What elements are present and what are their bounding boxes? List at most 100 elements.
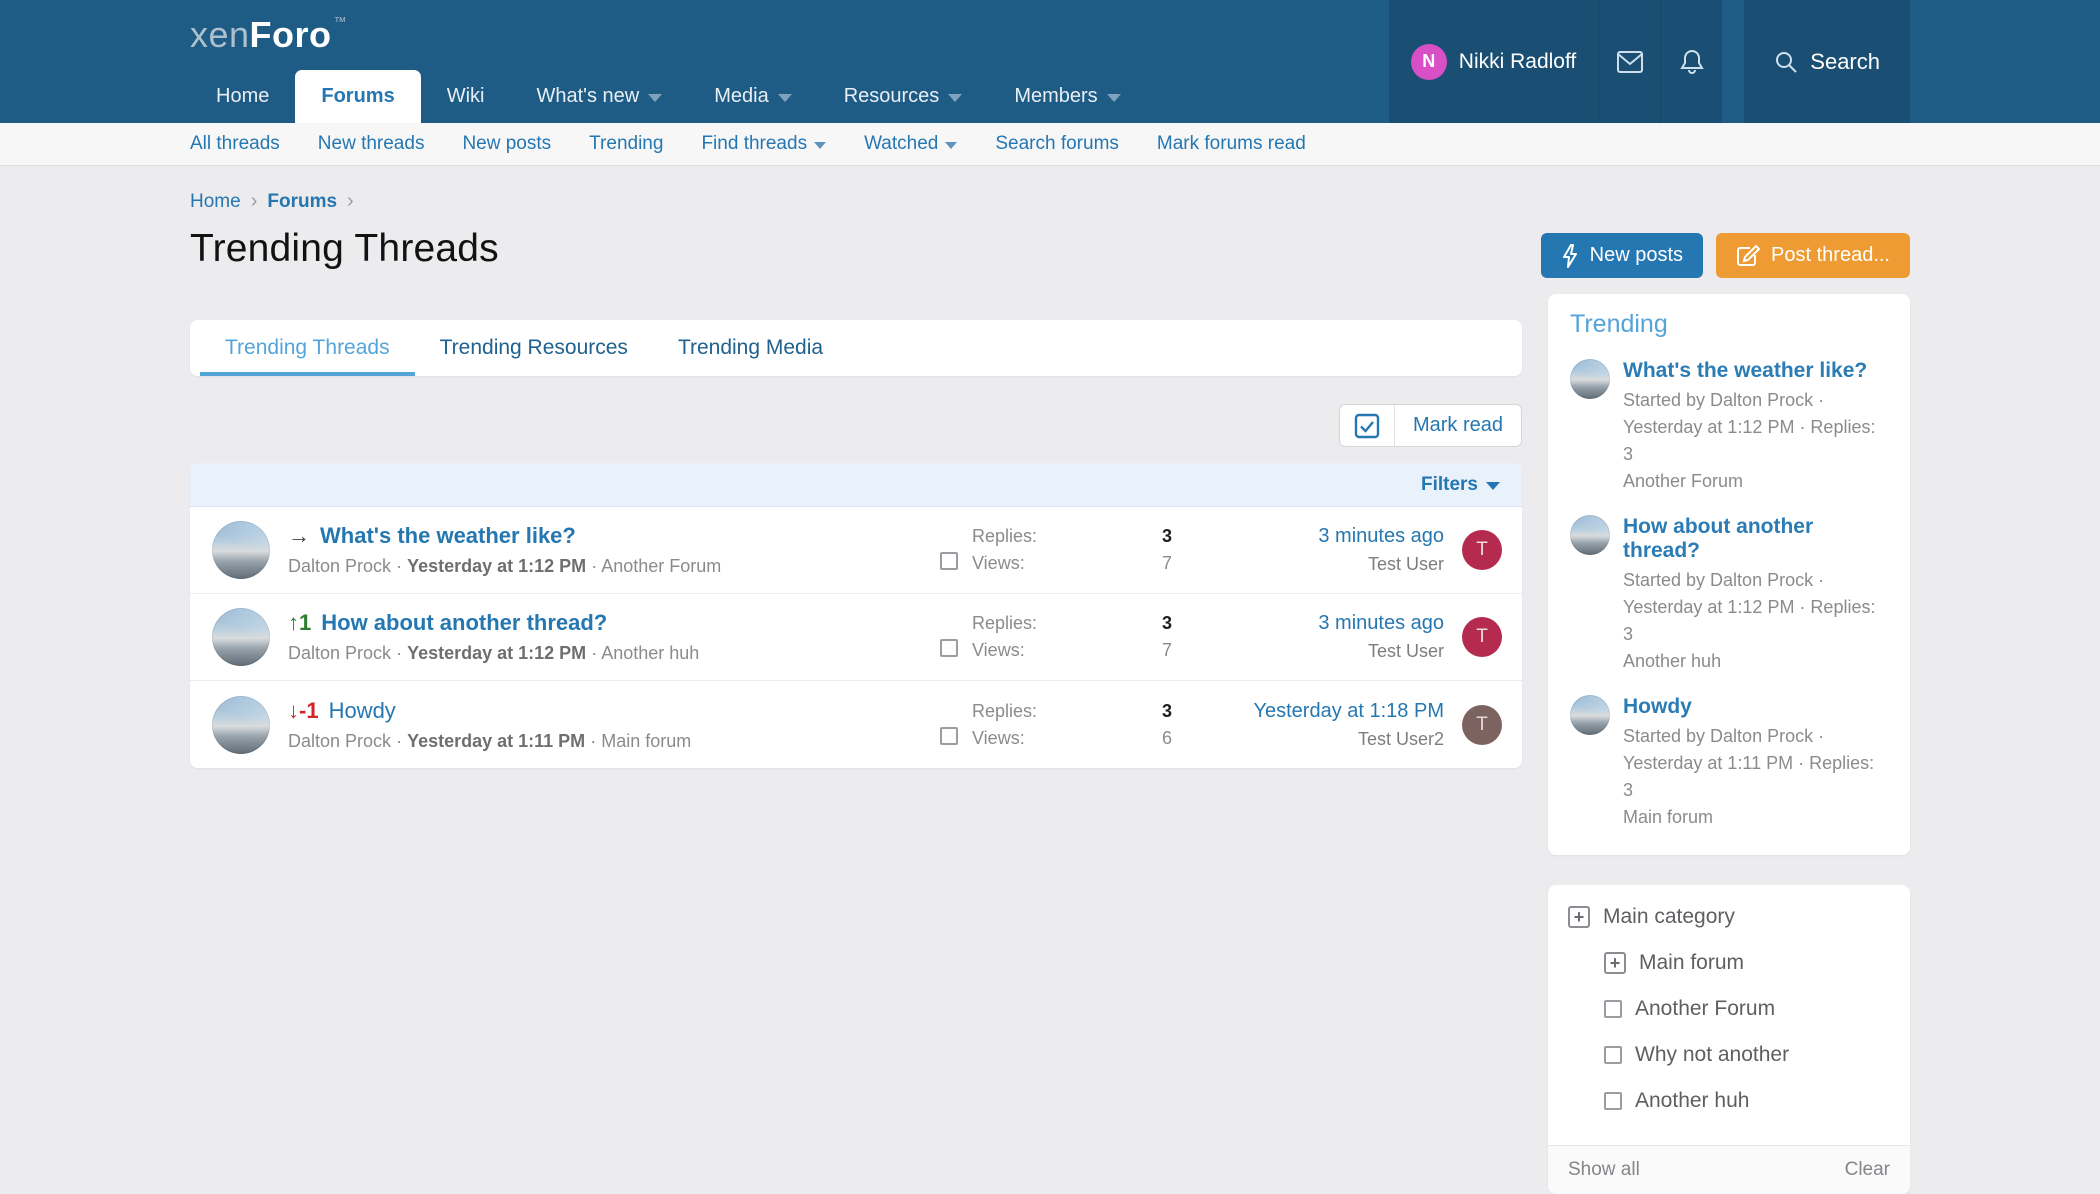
avatar[interactable]: [1570, 695, 1610, 735]
show-all-link[interactable]: Show all: [1568, 1159, 1640, 1180]
nav-members[interactable]: Members: [988, 70, 1146, 123]
thread-forum[interactable]: Another Forum: [601, 556, 722, 576]
last-poster-avatar[interactable]: T: [1462, 530, 1502, 570]
thread-time[interactable]: Yesterday at 1:12 PM: [407, 556, 587, 576]
last-poster-avatar[interactable]: T: [1462, 704, 1502, 745]
thread-meta: Dalton Prock · Yesterday at 1:12 PM · An…: [288, 643, 926, 664]
last-post-user: Test User: [1367, 641, 1444, 661]
subnav-new-posts[interactable]: New posts: [462, 133, 551, 155]
thread-title[interactable]: Howdy: [328, 697, 396, 723]
avatar[interactable]: [212, 695, 270, 754]
logo-xen: xen: [190, 14, 250, 55]
category-label: Why not another: [1635, 1043, 1790, 1066]
user-avatar[interactable]: N: [1410, 43, 1447, 80]
mark-read-button[interactable]: Mark read: [1338, 404, 1522, 447]
thread-forum[interactable]: Main forum: [601, 730, 692, 751]
nav-resources[interactable]: Resources: [818, 70, 989, 123]
tab-trending-resources[interactable]: Trending Resources: [439, 336, 628, 359]
thread-title[interactable]: How about another thread?: [321, 610, 608, 635]
account-menu[interactable]: N Nikki Radloff: [1388, 0, 1599, 123]
last-post-time[interactable]: Yesterday at 1:18 PM: [1253, 699, 1445, 722]
inbox-button[interactable]: [1598, 0, 1661, 123]
mark-read-label: Mark read: [1412, 414, 1503, 436]
category-another-forum[interactable]: Another Forum: [1568, 997, 1890, 1021]
category-label: Main category: [1603, 905, 1735, 928]
trending-thread-title[interactable]: What's the weather like?: [1623, 359, 1868, 382]
nav-forums[interactable]: Forums: [295, 70, 421, 123]
views-count: 7: [1161, 640, 1172, 660]
nav-home[interactable]: Home: [190, 70, 295, 123]
forum-checkbox[interactable]: [1604, 1092, 1622, 1110]
category-another-huh[interactable]: Another huh: [1568, 1089, 1890, 1113]
breadcrumb-home[interactable]: Home: [190, 190, 241, 212]
subnav-watched[interactable]: Watched: [864, 133, 958, 155]
thread-author[interactable]: Dalton Prock: [288, 556, 392, 576]
search-button[interactable]: Search: [1744, 0, 1910, 123]
tab-trending-media[interactable]: Trending Media: [677, 336, 824, 359]
filters-menu[interactable]: Filters: [1421, 474, 1500, 496]
replies-count: 3: [1161, 700, 1172, 721]
xenforo-logo[interactable]: xenForo ™: [190, 14, 347, 56]
nav-wiki[interactable]: Wiki: [421, 70, 511, 123]
category-label: Main forum: [1639, 951, 1745, 974]
chevron-down-icon: [777, 94, 792, 102]
breadcrumb-forums[interactable]: Forums: [267, 190, 338, 212]
thread-select-checkbox[interactable]: [940, 552, 958, 570]
subnav-search-forums[interactable]: Search forums: [995, 133, 1119, 155]
trending-thread-title[interactable]: Howdy: [1623, 695, 1692, 718]
nav-whats-new[interactable]: What's new: [510, 70, 688, 123]
thread-select-checkbox[interactable]: [940, 726, 958, 745]
expand-plus-icon[interactable]: +: [1604, 952, 1626, 974]
thread-stats: Replies: 3 Views: 7: [972, 526, 1172, 574]
trending-widget-heading[interactable]: Trending: [1570, 310, 1668, 338]
last-post: 3 minutes ago Test User: [1172, 612, 1462, 662]
avatar[interactable]: [212, 608, 270, 666]
last-post: Yesterday at 1:18 PM Test User2: [1172, 700, 1462, 750]
avatar[interactable]: [1570, 515, 1610, 555]
forum-checkbox[interactable]: [1604, 1046, 1622, 1064]
trending-thread-title[interactable]: How about another thread?: [1623, 515, 1814, 562]
last-post-time[interactable]: 3 minutes ago: [1318, 612, 1444, 634]
table-row: → What's the weather like? Dalton Prock …: [190, 507, 1522, 594]
subnav-all-threads-label: All threads: [190, 133, 280, 154]
thread-title[interactable]: What's the weather like?: [320, 523, 576, 548]
nav-resources-label: Resources: [843, 85, 940, 107]
post-thread-button[interactable]: Post thread...: [1716, 233, 1910, 278]
forum-checkbox[interactable]: [1604, 1000, 1622, 1018]
subnav-mark-forums-read[interactable]: Mark forums read: [1157, 133, 1306, 155]
new-posts-button[interactable]: New posts: [1540, 233, 1704, 278]
thread-forum[interactable]: Another huh: [601, 643, 700, 663]
page-title: Trending Threads: [190, 227, 499, 270]
alerts-button[interactable]: [1660, 0, 1723, 123]
thread-time[interactable]: Yesterday at 1:12 PM: [407, 643, 587, 663]
clear-link[interactable]: Clear: [1844, 1159, 1890, 1180]
thread-select-checkbox[interactable]: [940, 639, 958, 657]
category-why-not-another[interactable]: Why not another: [1568, 1043, 1890, 1067]
subnav-new-threads[interactable]: New threads: [318, 133, 425, 155]
subnav-search-forums-label: Search forums: [995, 133, 1119, 154]
category-main-category[interactable]: + Main category: [1568, 905, 1890, 929]
category-label: Another Forum: [1635, 997, 1776, 1020]
nav-forums-label: Forums: [321, 85, 395, 107]
expand-plus-icon[interactable]: +: [1568, 906, 1590, 928]
trending-tabs: Trending Threads Trending Resources Tren…: [190, 320, 1522, 376]
subnav-all-threads[interactable]: All threads: [190, 133, 280, 155]
edit-pencil-icon: [1737, 244, 1761, 266]
last-post-time[interactable]: 3 minutes ago: [1318, 525, 1444, 547]
tab-trending-threads[interactable]: Trending Threads: [200, 320, 415, 376]
subnav-trending[interactable]: Trending: [589, 133, 663, 155]
replies-label: Replies:: [972, 613, 1038, 633]
category-main-forum[interactable]: + Main forum: [1568, 951, 1890, 975]
subnav-new-posts-label: New posts: [462, 133, 552, 154]
avatar[interactable]: [212, 521, 270, 579]
thread-author[interactable]: Dalton Prock: [288, 643, 392, 663]
last-poster-avatar[interactable]: T: [1462, 617, 1502, 657]
thread-author[interactable]: Dalton Prock: [288, 730, 392, 751]
nav-wiki-label: Wiki: [446, 85, 485, 107]
replies-label: Replies:: [972, 700, 1038, 721]
nav-media[interactable]: Media: [688, 70, 817, 123]
chevron-down-icon: [948, 94, 963, 102]
thread-time[interactable]: Yesterday at 1:11 PM: [407, 730, 586, 751]
subnav-find-threads[interactable]: Find threads: [701, 133, 827, 155]
avatar[interactable]: [1570, 359, 1610, 399]
